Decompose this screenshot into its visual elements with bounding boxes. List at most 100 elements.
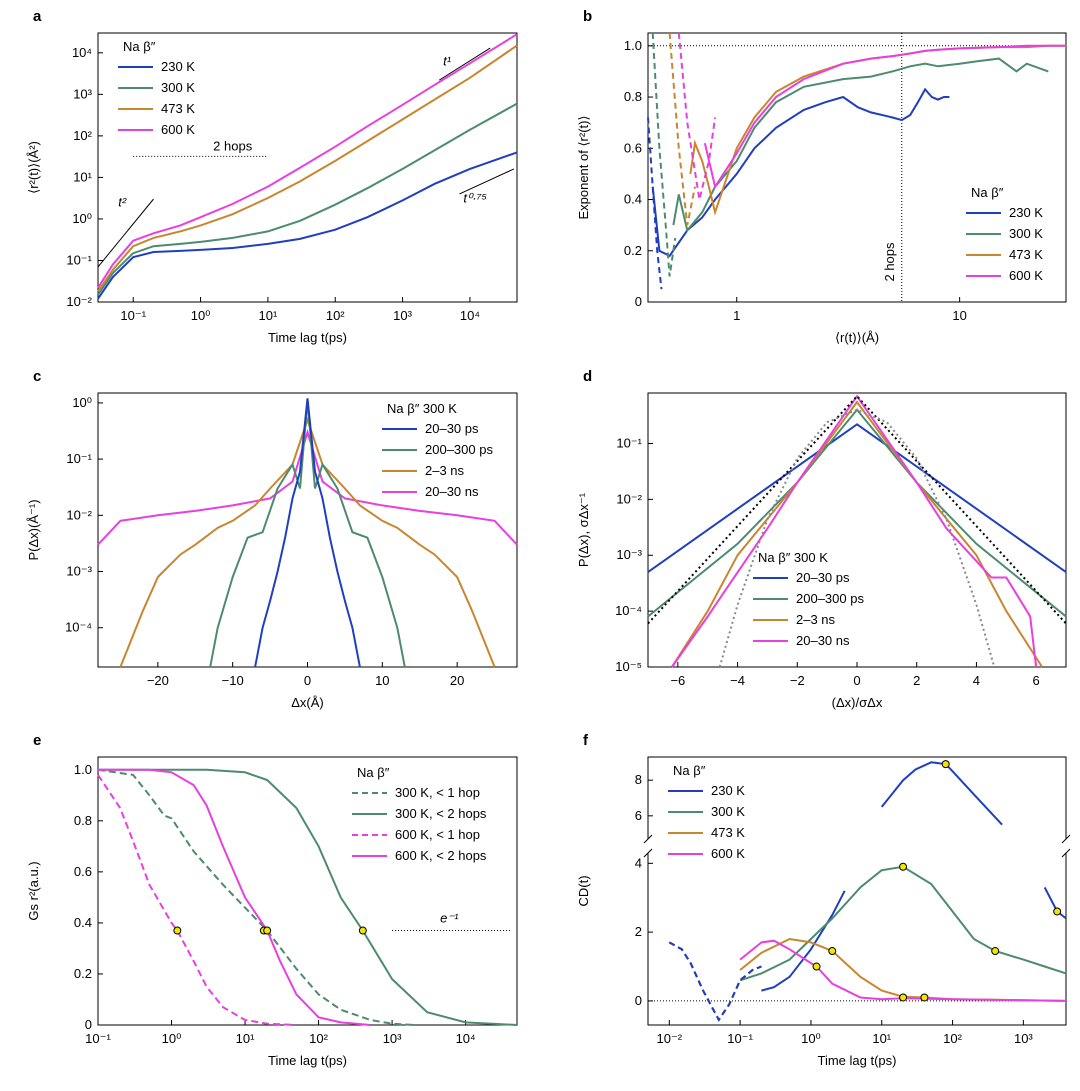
slope-label-t1: t¹ (443, 53, 452, 68)
panel-f: f 10⁻² 10⁻¹ 10⁰ 10¹ 10² 10³ Time lag t(ps) CD(t)… (576, 732, 1072, 1068)
legend-entry: 230 K (1009, 205, 1043, 220)
x-tick-label: 6 (1033, 673, 1040, 688)
x-tick-label: 4 (973, 673, 980, 688)
y-tick-label: 10⁻² (616, 491, 642, 506)
x-axis-label: ⟨r(t)⟩(Å) (835, 330, 879, 345)
panel-label: f (583, 732, 589, 749)
y-tick-label: 10⁴ (72, 45, 92, 60)
x-tick-label: −4 (730, 673, 745, 688)
legend-entry: 600 K (711, 846, 745, 861)
series-line-exponential (647, 394, 1067, 625)
y-tick-label: 10⁻³ (66, 564, 92, 579)
panel-b: b 1 10 ⟨r(t)⟩(Å) Exponent of ⟨r²(t)⟩ 0 0.2 0.4 0… (576, 8, 1067, 345)
slope-guide (97, 198, 154, 268)
x-tick-label: 10² (326, 308, 345, 323)
legend-entry: 2–3 ns (425, 463, 465, 478)
axis-break-mark (1061, 848, 1071, 858)
x-axis-label: Time lag t(ps) (268, 330, 347, 345)
series-line-200-300-ps (647, 408, 1067, 618)
x-tick-label: 10⁴ (460, 308, 480, 323)
plot-frame (97, 756, 518, 1026)
series-dashed-segment (647, 117, 663, 290)
threshold-marker (1053, 907, 1062, 916)
series-line-300-k (672, 57, 1049, 233)
series-line-300-k (97, 102, 518, 296)
legend-entry: 300 K, < 2 hops (395, 806, 487, 821)
axis-break-gap (642, 839, 1072, 853)
panel-label: e (33, 732, 41, 749)
y-axis-label: P(Δx), σΔx⁻¹ (576, 492, 591, 567)
y-tick-label: 10⁻² (66, 294, 92, 309)
series-line-2-3-ns (119, 416, 496, 668)
x-tick-label: −2 (790, 673, 805, 688)
e-inverse-label: e⁻¹ (440, 911, 459, 926)
legend-entry: 2–3 ns (796, 612, 836, 627)
x-tick-label: 10⁻¹ (120, 308, 146, 323)
legend-entry: 200–300 ps (425, 442, 493, 457)
y-tick-label: 10⁻¹ (66, 451, 92, 466)
legend-title: Na β″ 300 K (758, 550, 828, 565)
y-tick-label: 0.8 (624, 89, 642, 104)
y-tick-label: 8 (635, 772, 642, 787)
y-axis-label: ⟨r²(t)⟩(Å²) (26, 141, 41, 194)
x-tick-label: 10⁻¹ (85, 1031, 111, 1046)
plot-frame (647, 756, 1067, 1026)
x-tick-label: 10³ (1014, 1031, 1033, 1046)
panel-c: c −20 −10 0 10 20 Δx(Å) P(Δx)(Å⁻¹) 10⁻⁴ 10⁻³ 10⁻² 1… (26, 368, 518, 710)
legend-entry: 20–30 ns (796, 633, 850, 648)
series-dashed-segment (651, 32, 677, 277)
panel-label: d (583, 368, 592, 385)
legend-entry: 230 K (711, 783, 745, 798)
series-line-600-k (739, 939, 1067, 1002)
series-line-473-k (97, 44, 518, 292)
legend-entry: 600 K, < 1 hop (395, 827, 480, 842)
y-tick-label: 0 (635, 993, 642, 1008)
slope-guide (459, 168, 515, 195)
legend-entry: 20–30 ns (425, 484, 479, 499)
threshold-marker (920, 993, 929, 1002)
x-tick-label: 10³ (393, 308, 412, 323)
y-tick-label: 10³ (73, 86, 92, 101)
y-tick-label: 10⁻⁴ (65, 620, 92, 635)
legend-entry: 473 K (161, 101, 195, 116)
panel-d: d −6 −4 −2 0 2 4 6 (Δx)/σΔx P(Δx), σΔx⁻¹ 10⁻⁵ 10⁻⁴ 1… (576, 368, 1067, 710)
slope-label-t075: t⁰·⁷⁵ (463, 190, 487, 205)
y-axis-label: CD(t) (576, 875, 591, 906)
slope-guide (438, 47, 491, 81)
axis-break-mark (643, 848, 653, 858)
x-tick-label: 10 (952, 308, 966, 323)
series-line-20-30-ps (254, 398, 361, 668)
legend: Na β″ 230 K 300 K 473 K 600 K (966, 185, 1043, 283)
plot-frame (647, 32, 1067, 303)
legend-title: Na β″ (357, 765, 390, 780)
y-tick-label: 0.2 (624, 243, 642, 258)
series-line-230-k (97, 151, 518, 300)
threshold-marker (828, 947, 837, 956)
legend: Na β″ 300 K, < 1 hop 300 K, < 2 hops 600 K,… (352, 765, 487, 863)
series-line-gaussian (718, 408, 996, 668)
threshold-marker (263, 926, 272, 935)
y-tick-label: 10⁻⁴ (615, 603, 642, 618)
y-tick-label: 10⁻² (66, 507, 92, 522)
x-tick-label: 2 (913, 673, 920, 688)
series-line-600-k-2-hops (98, 768, 371, 1026)
slope-label-t2: t² (118, 194, 127, 209)
legend: Na β″ 300 K 20–30 ps 200–300 ps 2–3 ns 20–30… (753, 550, 864, 648)
two-hops-label: 2 hops (882, 242, 897, 282)
x-tick-label: 10⁴ (456, 1031, 476, 1046)
legend-entry: 200–300 ps (796, 591, 864, 606)
threshold-marker (941, 760, 950, 769)
threshold-marker (812, 962, 821, 971)
series-line-600-k-1-hop (97, 774, 297, 1026)
x-tick-label: 10¹ (236, 1031, 255, 1046)
series-line-600-k (703, 44, 1066, 190)
y-tick-label: 2 (635, 924, 642, 939)
x-tick-label: 10³ (383, 1031, 402, 1046)
threshold-marker (899, 862, 908, 871)
series-line-2-3-ns (671, 400, 1043, 668)
series-line-20-30-ns (671, 394, 1038, 668)
y-tick-label: 4 (635, 855, 642, 870)
x-tick-label: −20 (147, 673, 169, 688)
axis-break-mark (643, 834, 653, 844)
